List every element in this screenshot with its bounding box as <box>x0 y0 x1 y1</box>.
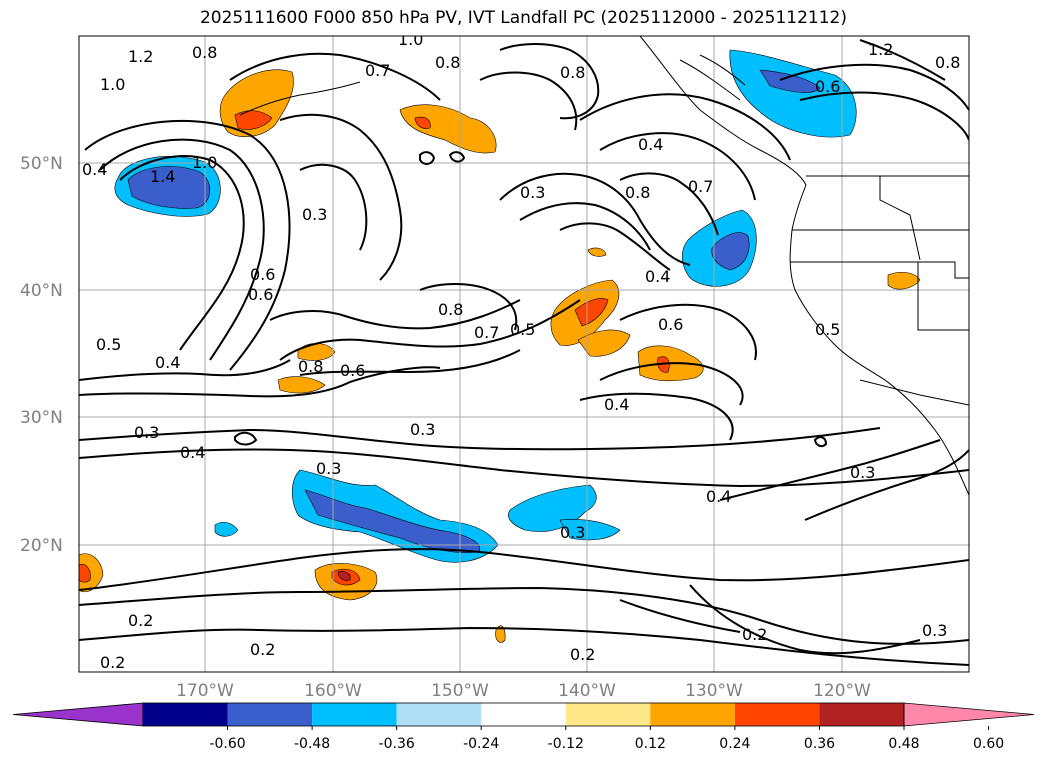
contour-label: 0.6 <box>815 77 840 96</box>
contour-label: 0.4 <box>706 487 731 506</box>
colorbar-tick-label: 0.12 <box>635 736 666 752</box>
colorbar-tick-label: 0.48 <box>888 736 919 752</box>
contour-label: 0.3 <box>134 423 159 442</box>
contour-label: 0.5 <box>96 335 121 354</box>
contour-label: 0.8 <box>192 43 217 62</box>
contour-label: 1.2 <box>868 40 893 59</box>
colorbar-tick-label: -0.60 <box>209 736 245 752</box>
colorbar-extend-low <box>12 702 144 727</box>
contour-label: 0.3 <box>850 463 875 482</box>
contour-label: 0.8 <box>298 357 323 376</box>
latitude-labels: 50°N 40°N 30°N 20°N <box>20 154 63 556</box>
contour-label: 0.4 <box>82 160 107 179</box>
contour-label: 1.0 <box>192 153 217 172</box>
coastlines <box>239 36 969 496</box>
colorbar-segment <box>565 703 651 726</box>
lon-label: 170°W <box>176 681 234 701</box>
colorbar-tick-label: -0.36 <box>379 736 415 752</box>
contour-label: 1.0 <box>100 75 125 94</box>
contour-label: 0.2 <box>742 625 767 644</box>
contour-label: 0.2 <box>128 611 153 630</box>
contour-label: 1.4 <box>150 167 175 186</box>
contour-label: 0.4 <box>604 395 629 414</box>
lat-label: 30°N <box>20 408 63 428</box>
colorbar-segment <box>650 703 735 726</box>
contour-label: 0.6 <box>248 285 273 304</box>
colorbar-tick-label: 0.24 <box>719 736 750 752</box>
contour-label: 0.4 <box>155 353 180 372</box>
lon-label: 160°W <box>304 681 362 701</box>
contour-label: 1.0 <box>398 30 423 49</box>
colorbar-segment <box>481 703 566 726</box>
colorbar-tick-label: -0.12 <box>548 736 584 752</box>
contour-label: 0.3 <box>410 420 435 439</box>
contour-label: 0.8 <box>935 53 960 72</box>
colorbar-segment <box>819 703 904 726</box>
contour-label: 0.7 <box>474 323 499 342</box>
contour-label: 0.7 <box>365 61 390 80</box>
lat-label: 20°N <box>20 536 63 556</box>
lon-label: 150°W <box>431 681 489 701</box>
contour-label: 0.5 <box>510 320 535 339</box>
contour-label: 0.2 <box>250 640 275 659</box>
orange-field-gulf <box>399 104 497 154</box>
map-area: 1.2 1.0 0.8 0.7 1.0 0.8 0.8 1.2 0.8 0.6 … <box>79 30 969 672</box>
colorbar-extend-high <box>903 702 1035 727</box>
colorbar-segment <box>143 703 228 726</box>
colorbar-tick-label: 0.60 <box>973 736 1004 752</box>
contour-label: 0.3 <box>560 523 585 542</box>
contour-label: 0.6 <box>340 361 365 380</box>
colorbar-segment <box>227 703 313 726</box>
colorbar-segment <box>312 703 397 726</box>
contour-label: 0.4 <box>645 267 670 286</box>
contour-label: 0.6 <box>250 265 275 284</box>
contour-label: 0.3 <box>520 183 545 202</box>
contour-label: 0.6 <box>658 315 683 334</box>
contour-label: 1.2 <box>128 47 153 66</box>
contour-label: 0.4 <box>638 135 663 154</box>
contour-label: 0.4 <box>180 443 205 462</box>
plot-title: 2025111600 F000 850 hPa PV, IVT Landfall… <box>199 8 847 28</box>
lat-label: 40°N <box>20 281 63 301</box>
contour-label: 0.8 <box>438 300 463 319</box>
contour-label: 0.3 <box>922 621 947 640</box>
colorbar-segment <box>734 703 820 726</box>
contour-label: 0.5 <box>815 320 840 339</box>
contour-label: 0.2 <box>100 653 125 672</box>
contour-label: 0.3 <box>316 459 341 478</box>
contour-label: 0.8 <box>625 183 650 202</box>
lon-label: 120°W <box>813 681 871 701</box>
contour-label: 0.3 <box>302 205 327 224</box>
lon-label: 130°W <box>685 681 743 701</box>
colorbar-frame <box>142 702 905 727</box>
contour-label: 0.8 <box>435 53 460 72</box>
colorbar-tick-label: 0.36 <box>804 736 835 752</box>
lon-label: 140°W <box>558 681 616 701</box>
pv-contours <box>79 39 969 666</box>
contour-label: 0.7 <box>688 177 713 196</box>
colorbar-segment <box>396 703 482 726</box>
contour-labels: 1.2 1.0 0.8 0.7 1.0 0.8 0.8 1.2 0.8 0.6 … <box>82 30 960 672</box>
colorbar-tick-label: -0.24 <box>463 736 499 752</box>
contour-label: 0.8 <box>560 63 585 82</box>
colorbar: -0.60 -0.48 -0.36 -0.24 -0.12 0.12 0.24 0.36 0.4… <box>12 702 1035 752</box>
contour-label: 0.2 <box>570 645 595 664</box>
lat-label: 50°N <box>20 154 63 174</box>
colorbar-tick-label: -0.48 <box>294 736 330 752</box>
longitude-labels: 170°W 160°W 150°W 140°W 130°W 120°W <box>176 681 871 701</box>
